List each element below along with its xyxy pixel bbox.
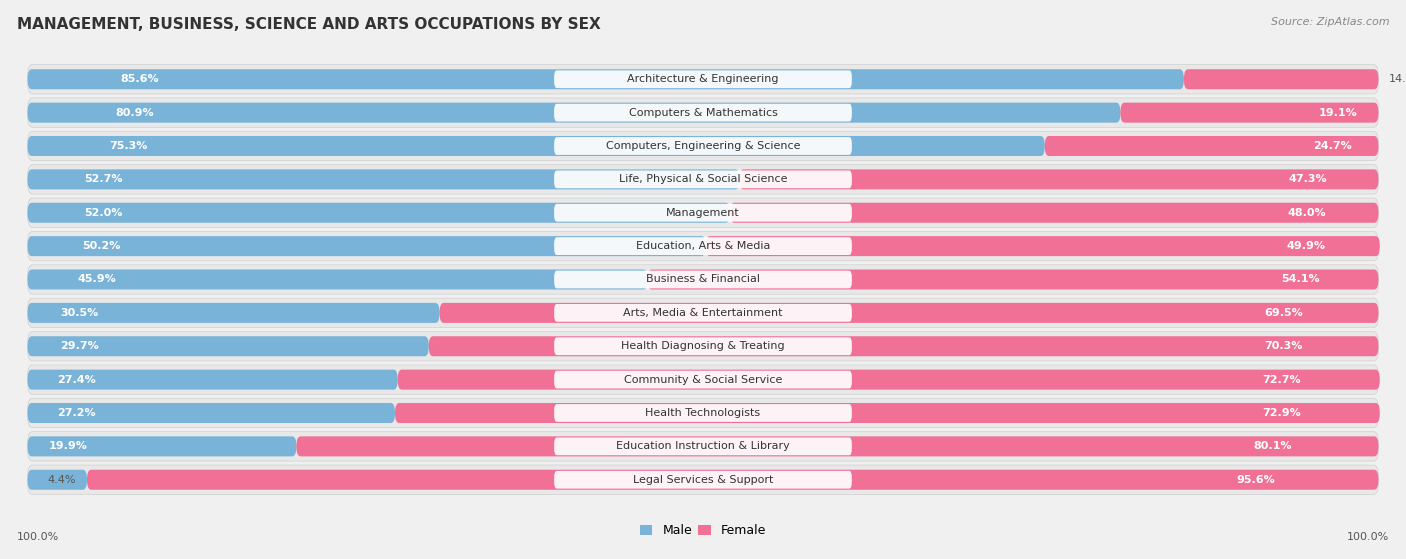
FancyBboxPatch shape — [28, 465, 1378, 494]
FancyBboxPatch shape — [28, 365, 1378, 394]
Text: Architecture & Engineering: Architecture & Engineering — [627, 74, 779, 84]
Text: 27.4%: 27.4% — [58, 375, 96, 385]
Text: Computers, Engineering & Science: Computers, Engineering & Science — [606, 141, 800, 151]
Text: 80.9%: 80.9% — [115, 108, 153, 117]
Text: Arts, Media & Entertainment: Arts, Media & Entertainment — [623, 308, 783, 318]
FancyBboxPatch shape — [28, 165, 1378, 194]
Text: 30.5%: 30.5% — [60, 308, 98, 318]
FancyBboxPatch shape — [28, 198, 1378, 228]
Text: 72.7%: 72.7% — [1263, 375, 1301, 385]
Text: 48.0%: 48.0% — [1288, 208, 1326, 218]
FancyBboxPatch shape — [1121, 103, 1378, 122]
FancyBboxPatch shape — [706, 236, 1379, 256]
FancyBboxPatch shape — [554, 137, 852, 155]
FancyBboxPatch shape — [87, 470, 1378, 490]
Text: 19.9%: 19.9% — [49, 442, 89, 451]
FancyBboxPatch shape — [554, 170, 852, 188]
Text: MANAGEMENT, BUSINESS, SCIENCE AND ARTS OCCUPATIONS BY SEX: MANAGEMENT, BUSINESS, SCIENCE AND ARTS O… — [17, 17, 600, 32]
Text: Source: ZipAtlas.com: Source: ZipAtlas.com — [1271, 17, 1389, 27]
Text: 54.1%: 54.1% — [1281, 274, 1320, 285]
Text: 45.9%: 45.9% — [77, 274, 115, 285]
FancyBboxPatch shape — [28, 369, 398, 390]
Text: 47.3%: 47.3% — [1289, 174, 1327, 184]
Text: 100.0%: 100.0% — [17, 532, 59, 542]
FancyBboxPatch shape — [648, 269, 1378, 290]
Text: Management: Management — [666, 208, 740, 218]
FancyBboxPatch shape — [28, 437, 297, 456]
Text: 52.0%: 52.0% — [84, 208, 122, 218]
FancyBboxPatch shape — [730, 203, 1378, 223]
FancyBboxPatch shape — [554, 438, 852, 455]
FancyBboxPatch shape — [28, 470, 87, 490]
Text: Health Diagnosing & Treating: Health Diagnosing & Treating — [621, 341, 785, 351]
FancyBboxPatch shape — [28, 69, 1184, 89]
FancyBboxPatch shape — [28, 336, 429, 356]
FancyBboxPatch shape — [28, 403, 395, 423]
Text: 19.1%: 19.1% — [1319, 108, 1358, 117]
Text: 52.7%: 52.7% — [84, 174, 122, 184]
FancyBboxPatch shape — [28, 98, 1378, 127]
Text: 70.3%: 70.3% — [1264, 341, 1302, 351]
Text: 72.9%: 72.9% — [1263, 408, 1301, 418]
FancyBboxPatch shape — [28, 331, 1378, 361]
FancyBboxPatch shape — [554, 371, 852, 389]
FancyBboxPatch shape — [297, 437, 1378, 456]
FancyBboxPatch shape — [28, 303, 440, 323]
Text: Legal Services & Support: Legal Services & Support — [633, 475, 773, 485]
Text: 75.3%: 75.3% — [108, 141, 148, 151]
FancyBboxPatch shape — [554, 271, 852, 288]
Text: 100.0%: 100.0% — [1347, 532, 1389, 542]
FancyBboxPatch shape — [429, 336, 1378, 356]
FancyBboxPatch shape — [28, 399, 1378, 428]
Text: 95.6%: 95.6% — [1236, 475, 1275, 485]
Legend: Male, Female: Male, Female — [640, 524, 766, 537]
FancyBboxPatch shape — [440, 303, 1378, 323]
FancyBboxPatch shape — [28, 269, 648, 290]
FancyBboxPatch shape — [554, 70, 852, 88]
FancyBboxPatch shape — [28, 131, 1378, 160]
FancyBboxPatch shape — [28, 103, 1121, 122]
FancyBboxPatch shape — [554, 104, 852, 121]
FancyBboxPatch shape — [28, 432, 1378, 461]
FancyBboxPatch shape — [28, 265, 1378, 294]
Text: 29.7%: 29.7% — [59, 341, 98, 351]
FancyBboxPatch shape — [28, 203, 730, 223]
Text: Computers & Mathematics: Computers & Mathematics — [628, 108, 778, 117]
FancyBboxPatch shape — [28, 298, 1378, 328]
Text: 50.2%: 50.2% — [82, 241, 120, 251]
FancyBboxPatch shape — [1045, 136, 1378, 156]
Text: 69.5%: 69.5% — [1264, 308, 1303, 318]
Text: 80.1%: 80.1% — [1253, 442, 1292, 451]
Text: Education Instruction & Library: Education Instruction & Library — [616, 442, 790, 451]
FancyBboxPatch shape — [554, 338, 852, 355]
Text: 27.2%: 27.2% — [58, 408, 96, 418]
FancyBboxPatch shape — [740, 169, 1378, 190]
FancyBboxPatch shape — [28, 169, 740, 190]
Text: 24.7%: 24.7% — [1313, 141, 1351, 151]
FancyBboxPatch shape — [28, 236, 706, 256]
Text: Community & Social Service: Community & Social Service — [624, 375, 782, 385]
FancyBboxPatch shape — [398, 369, 1379, 390]
FancyBboxPatch shape — [28, 136, 1045, 156]
Text: 4.4%: 4.4% — [48, 475, 76, 485]
Text: Education, Arts & Media: Education, Arts & Media — [636, 241, 770, 251]
Text: Health Technologists: Health Technologists — [645, 408, 761, 418]
FancyBboxPatch shape — [554, 404, 852, 422]
FancyBboxPatch shape — [395, 403, 1379, 423]
FancyBboxPatch shape — [28, 65, 1378, 94]
FancyBboxPatch shape — [554, 237, 852, 255]
FancyBboxPatch shape — [1184, 69, 1378, 89]
Text: 85.6%: 85.6% — [120, 74, 159, 84]
FancyBboxPatch shape — [554, 304, 852, 322]
Text: 49.9%: 49.9% — [1286, 241, 1326, 251]
FancyBboxPatch shape — [28, 231, 1378, 261]
Text: 14.4%: 14.4% — [1389, 74, 1406, 84]
FancyBboxPatch shape — [554, 204, 852, 221]
Text: Business & Financial: Business & Financial — [645, 274, 761, 285]
FancyBboxPatch shape — [554, 471, 852, 489]
Text: Life, Physical & Social Science: Life, Physical & Social Science — [619, 174, 787, 184]
